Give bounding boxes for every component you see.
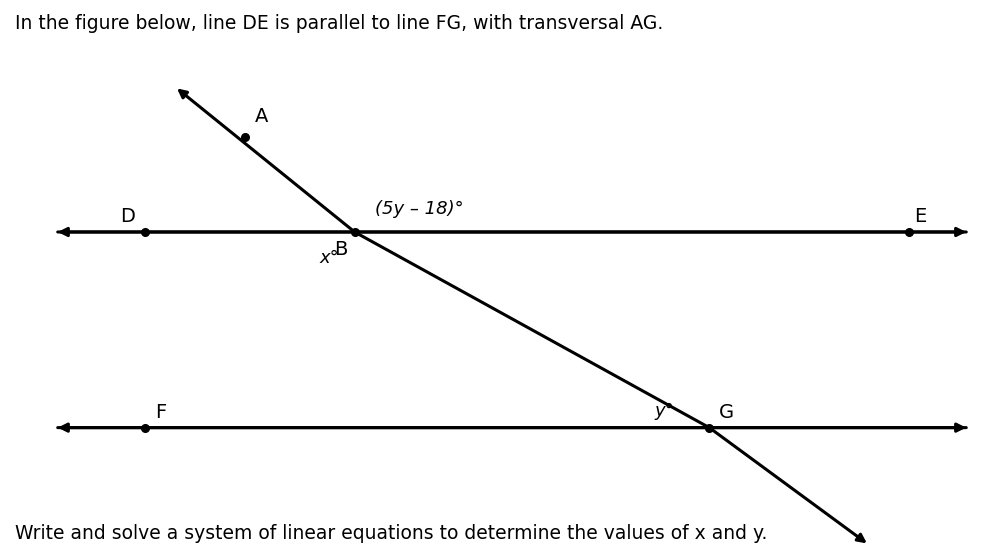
Text: E: E [914,207,926,226]
Text: x°: x° [320,249,340,267]
Text: In the figure below, line DE is parallel to line FG, with transversal AG.: In the figure below, line DE is parallel… [15,14,663,33]
Text: F: F [155,403,166,422]
Text: D: D [120,207,135,226]
Text: B: B [335,240,348,259]
Text: (5y – 18)°: (5y – 18)° [375,200,464,218]
Text: Write and solve a system of linear equations to determine the values of x and y.: Write and solve a system of linear equat… [15,524,767,543]
Text: A: A [255,107,268,126]
Text: G: G [719,403,734,422]
Text: y°: y° [654,402,674,420]
